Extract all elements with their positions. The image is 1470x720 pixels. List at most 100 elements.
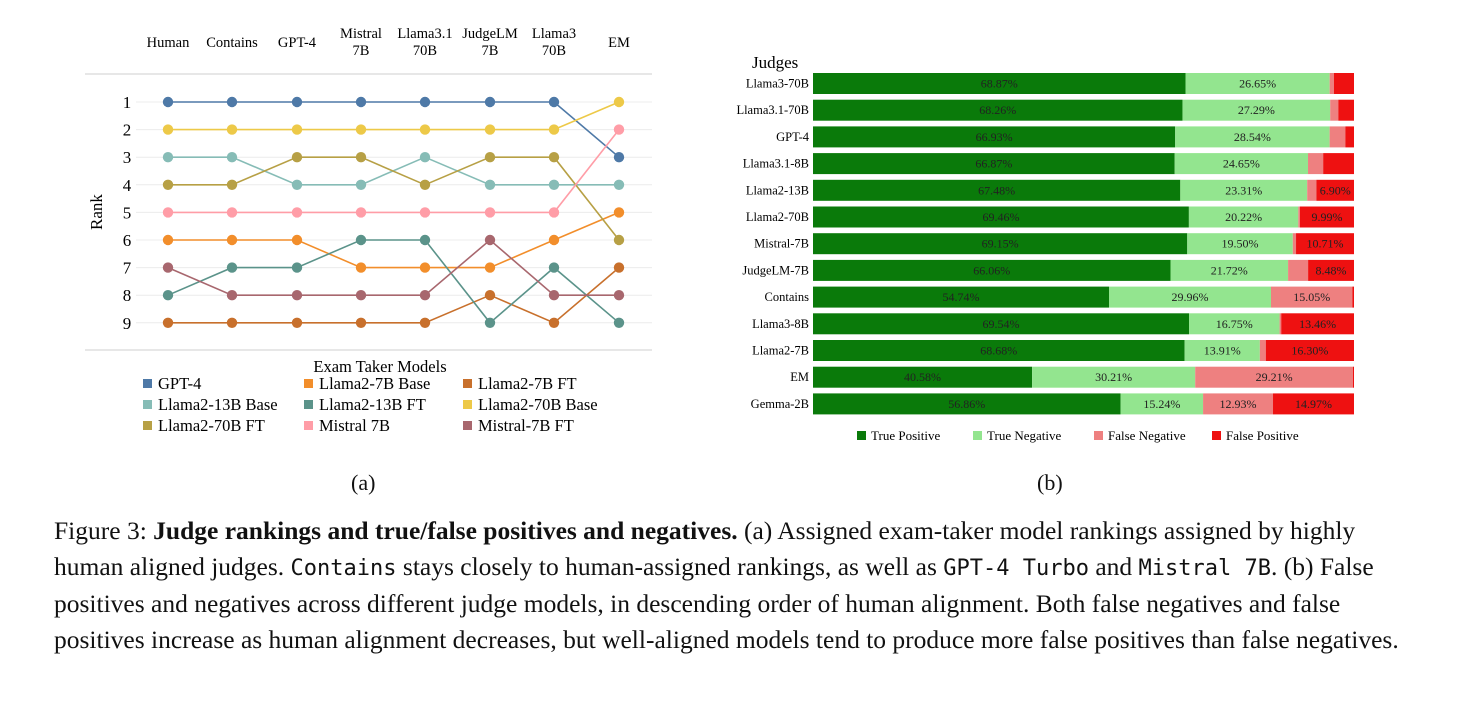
bar-value-label: 6.90%	[1320, 183, 1351, 197]
data-point-llama2-13b-base	[419, 152, 431, 163]
bar-segment-false-positive	[1338, 99, 1354, 121]
panel-b-label: (b)	[1037, 470, 1063, 495]
data-point-gpt-4	[226, 96, 238, 108]
bar-value-label: 66.06%	[973, 263, 1010, 277]
bar-segment-false-positive	[1281, 313, 1354, 335]
caption-text-4: . (b) False positives and negatives acro…	[54, 551, 1399, 654]
bar-value-label: 66.87%	[975, 157, 1012, 171]
series-line-mistral-7b	[168, 129, 620, 214]
bar-segment-false-negative	[1292, 233, 1297, 255]
legend-label-llama2-13b-ft: Llama2-13B FT	[319, 395, 426, 414]
data-point-gpt-4	[419, 96, 431, 108]
judge-label-llama3-1-70b: Llama3.1-70B	[736, 103, 809, 117]
bar-segment-false-positive	[1352, 286, 1354, 308]
x-tick-label-line: 70B	[542, 43, 566, 59]
data-point-llama2-7b-ft	[484, 290, 496, 301]
bar-value-label: 68.87%	[981, 77, 1018, 91]
x-tick-label-line: Mistral	[340, 26, 382, 42]
y-tick-label: 1	[123, 93, 132, 112]
bar-value-label: 29.21%	[1256, 370, 1293, 384]
bar-value-label: 8.48%	[1316, 263, 1347, 277]
legend-label-true-negative: True Negative	[987, 428, 1061, 443]
data-point-mistral-7b	[355, 207, 367, 218]
data-point-llama2-13b-ft	[355, 234, 367, 246]
bar-segment-false-positive	[1299, 206, 1354, 228]
caption-text-1: (a) Assigned exam-taker model rankings a…	[54, 516, 1356, 581]
data-point-mistral-7b-ft	[548, 290, 560, 301]
data-point-llama2-70b-ft	[162, 179, 174, 190]
legend-label-llama2-13b-base: Llama2-13B Base	[158, 395, 278, 414]
y-tick-label: 5	[123, 203, 132, 222]
bar-segment-false-negative	[1270, 286, 1353, 308]
bar-segment-true-negative	[1187, 233, 1293, 255]
data-point-gpt-4	[355, 96, 367, 108]
legend-swatch-llama2-13b-base	[143, 400, 152, 409]
data-point-llama2-13b-base	[291, 179, 303, 190]
judge-label-mistral-7b: Mistral-7B	[754, 237, 809, 251]
data-point-llama2-13b-ft	[419, 234, 431, 246]
bar-value-label: 10.71%	[1307, 237, 1344, 251]
bar-value-label: 15.05%	[1293, 290, 1330, 304]
series-line-llama2-7b-base	[168, 211, 620, 269]
x-tick-label-line: Llama3.1	[397, 26, 452, 42]
data-point-mistral-7b-ft	[484, 234, 496, 246]
bar-value-label: 28.54%	[1234, 130, 1271, 144]
x-tick-label-line: JudgeLM	[462, 26, 518, 42]
bar-value-label: 69.46%	[982, 210, 1019, 224]
data-point-llama2-7b-base	[355, 262, 367, 273]
judge-label-llama2-70b: Llama2-70B	[746, 210, 809, 224]
legend-swatch-gpt-4	[143, 379, 152, 388]
bar-segment-true-negative	[1174, 153, 1309, 175]
bar-segment-true-positive	[813, 233, 1188, 255]
y-axis-label: Rank	[87, 194, 106, 230]
bar-value-label: 56.86%	[948, 397, 985, 411]
bar-segment-false-positive	[1296, 233, 1354, 255]
legend-swatch-mistral-7b	[304, 421, 313, 430]
bar-segment-true-negative	[1170, 259, 1289, 281]
judge-label-contains: Contains	[765, 290, 810, 304]
x-tick-label-line: Llama3	[532, 26, 576, 42]
bar-segment-true-positive	[813, 286, 1109, 308]
y-tick-label: 8	[123, 286, 132, 305]
caption-title: Judge rankings and true/false positives …	[153, 516, 738, 545]
bar-segment-true-positive	[813, 313, 1190, 335]
bar-segment-true-positive	[813, 73, 1186, 94]
bar-value-label: 9.99%	[1311, 210, 1342, 224]
legend-swatch-llama2-7b-ft	[463, 379, 472, 388]
data-point-llama2-7b-ft	[291, 317, 303, 328]
data-point-llama2-13b-base	[548, 179, 560, 190]
data-point-llama2-13b-ft	[226, 262, 238, 273]
legend-swatch-true-positive	[857, 431, 866, 440]
x-tick-label-line: 70B	[413, 43, 437, 59]
legend-label-false-positive: False Positive	[1226, 428, 1299, 443]
data-point-gpt-4	[613, 152, 625, 163]
legend-label-llama2-70b-base: Llama2-70B Base	[478, 395, 598, 414]
y-tick-label: 9	[123, 314, 132, 333]
bar-segment-false-positive	[1323, 153, 1354, 175]
data-point-llama2-7b-base	[162, 234, 174, 246]
x-tick-label-mistral-7b: Mistral 7B	[340, 26, 382, 59]
bar-value-label: 21.72%	[1211, 263, 1248, 277]
data-point-llama2-7b-ft	[419, 317, 431, 328]
legend-label-llama2-70b-ft: Llama2-70B FT	[158, 416, 265, 435]
bar-segment-false-positive	[1316, 179, 1354, 201]
data-point-llama2-13b-ft	[548, 262, 560, 273]
series-line-llama2-70b-base	[168, 101, 620, 131]
bar-segment-true-negative	[1108, 286, 1271, 308]
bar-segment-true-positive	[813, 153, 1175, 175]
bar-value-label: 24.65%	[1223, 157, 1260, 171]
legend-label-true-positive: True Positive	[871, 428, 940, 443]
caption-code-gpt4: GPT-4 Turbo	[943, 555, 1089, 581]
data-point-llama2-70b-ft	[419, 179, 431, 190]
x-tick-label-contains: Contains	[206, 35, 258, 51]
bar-value-label: 54.74%	[942, 290, 979, 304]
bar-value-label: 67.48%	[978, 183, 1015, 197]
y-axis-title: Judges	[752, 53, 798, 72]
bar-segment-false-negative	[1203, 393, 1274, 415]
judge-stacked-bar-chart: Judges Llama3-70B 68.87% 26.65% Llama3.1-70B…	[736, 53, 1354, 443]
bar-segment-false-negative	[1288, 259, 1309, 281]
legend-label-gpt-4: GPT-4	[158, 374, 201, 393]
bar-segment-true-negative	[1184, 340, 1260, 361]
bar-segment-false-positive	[1333, 73, 1354, 94]
